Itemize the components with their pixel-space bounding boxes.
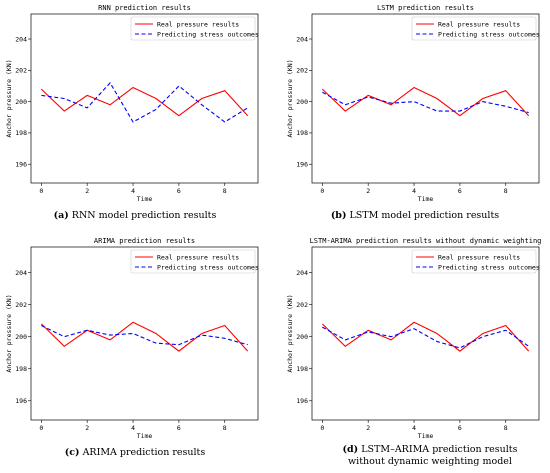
legend: Real pressure results Predicting stress o… bbox=[411, 249, 540, 274]
y-tick-label: 202 bbox=[296, 67, 308, 75]
chart-title: ARIMA prediction results bbox=[94, 237, 195, 245]
x-tick-label: 0 bbox=[39, 424, 43, 432]
x-tick-label: 0 bbox=[39, 187, 43, 195]
legend-label: Predicting stress outcomes bbox=[438, 263, 540, 271]
x-tick-label: 4 bbox=[131, 187, 135, 195]
y-tick-label: 204 bbox=[15, 269, 27, 277]
x-axis-label: Time bbox=[418, 432, 434, 440]
x-tick-label: 6 bbox=[458, 187, 462, 195]
y-tick-label: 200 bbox=[296, 333, 308, 341]
legend-label: Real pressure results bbox=[157, 253, 239, 261]
chart-title: LSTM prediction results bbox=[377, 4, 474, 12]
legend-label: Real pressure results bbox=[438, 20, 520, 28]
series-line-real bbox=[321, 321, 530, 352]
x-tick-label: 2 bbox=[85, 424, 89, 432]
y-tick-label: 202 bbox=[296, 301, 308, 309]
x-tick-label: 6 bbox=[177, 424, 181, 432]
x-axis-label: Time bbox=[137, 432, 153, 440]
y-tick-label: 204 bbox=[296, 269, 308, 277]
caption-d: (d) LSTM–ARIMA prediction results withou… bbox=[342, 444, 518, 467]
series-line-real bbox=[40, 86, 249, 117]
y-axis-label: Anchor pressure (KN) bbox=[5, 294, 13, 372]
y-tick-label: 202 bbox=[15, 301, 27, 309]
legend-label: Predicting stress outcomes bbox=[438, 30, 540, 38]
x-tick-label: 6 bbox=[177, 187, 181, 195]
legend-label: Predicting stress outcomes bbox=[157, 30, 259, 38]
x-axis-label: Time bbox=[418, 195, 434, 203]
y-tick-label: 198 bbox=[296, 129, 308, 137]
chart-svg: RNN prediction results 0 2 4 6 8 196 198 200 202 2… bbox=[5, 4, 259, 203]
plot-frame bbox=[30, 246, 259, 421]
y-tick-label: 204 bbox=[296, 35, 308, 43]
legend-label: Predicting stress outcomes bbox=[157, 263, 259, 271]
chart-svg: LSTM prediction results 0 2 4 6 8 196 198 200 202… bbox=[286, 4, 540, 203]
y-axis-label: Anchor pressure (KN) bbox=[286, 59, 294, 137]
legend-label: Real pressure results bbox=[438, 253, 520, 261]
y-axis-label: Anchor pressure (KN) bbox=[5, 59, 13, 137]
legend: Real pressure results Predicting stress o… bbox=[130, 249, 259, 274]
x-tick-label: 0 bbox=[320, 424, 324, 432]
x-tick-label: 2 bbox=[366, 187, 370, 195]
x-tick-label: 6 bbox=[458, 424, 462, 432]
y-tick-label: 196 bbox=[15, 161, 27, 169]
y-tick-label: 204 bbox=[15, 35, 27, 43]
y-tick-label: 200 bbox=[296, 98, 308, 106]
caption-a: (a) RNN model prediction results bbox=[53, 210, 217, 221]
chart-panel-arima: ARIMA prediction results 0 2 4 6 8 196 198 200 20… bbox=[0, 232, 270, 462]
series-line-predicted bbox=[322, 326, 529, 349]
legend: Real pressure results Predicting stress o… bbox=[130, 16, 259, 41]
x-tick-label: 4 bbox=[412, 187, 416, 195]
x-tick-label: 2 bbox=[85, 187, 89, 195]
x-tick-label: 8 bbox=[504, 187, 508, 195]
y-tick-label: 198 bbox=[15, 129, 27, 137]
x-tick-label: 2 bbox=[366, 424, 370, 432]
y-axis-label: Anchor pressure (KN) bbox=[286, 294, 294, 372]
y-tick-label: 200 bbox=[15, 333, 27, 341]
plot-frame bbox=[30, 13, 259, 184]
y-tick-label: 202 bbox=[15, 67, 27, 75]
x-tick-label: 0 bbox=[320, 187, 324, 195]
series-line-predicted bbox=[322, 91, 529, 114]
chart-panel-lstm: LSTM prediction results 0 2 4 6 8 196 198 200 202… bbox=[280, 0, 550, 230]
x-tick-label: 4 bbox=[131, 424, 135, 432]
chart-panel-rnn: RNN prediction results 0 2 4 6 8 196 198 200 202 2… bbox=[0, 0, 270, 230]
caption-b: (b) LSTM model prediction results bbox=[330, 210, 500, 221]
chart-panel-lstm-arima: LSTM-ARIMA prediction results without dy… bbox=[280, 232, 550, 462]
legend: Real pressure results Predicting stress o… bbox=[411, 16, 540, 41]
y-tick-label: 196 bbox=[296, 161, 308, 169]
series-line-real bbox=[40, 321, 249, 352]
chart-svg: LSTM-ARIMA prediction results without dy… bbox=[286, 237, 542, 440]
legend-label: Real pressure results bbox=[157, 20, 239, 28]
x-tick-label: 8 bbox=[223, 187, 227, 195]
caption-c: (c) ARIMA prediction results bbox=[64, 447, 206, 458]
x-tick-label: 4 bbox=[412, 424, 416, 432]
y-tick-label: 198 bbox=[296, 365, 308, 373]
series-line-real bbox=[321, 86, 530, 117]
chart-svg: ARIMA prediction results 0 2 4 6 8 196 198 200 20… bbox=[5, 237, 259, 440]
x-tick-label: 8 bbox=[504, 424, 508, 432]
y-tick-label: 196 bbox=[296, 397, 308, 405]
y-tick-label: 200 bbox=[15, 98, 27, 106]
chart-title: RNN prediction results bbox=[98, 4, 191, 12]
plot-frame bbox=[311, 13, 540, 184]
x-tick-label: 8 bbox=[223, 424, 227, 432]
chart-title: LSTM-ARIMA prediction results without dy… bbox=[310, 237, 542, 245]
y-tick-label: 196 bbox=[15, 397, 27, 405]
y-tick-label: 198 bbox=[15, 365, 27, 373]
plot-frame bbox=[311, 246, 540, 421]
series-line-predicted bbox=[41, 81, 248, 123]
x-axis-label: Time bbox=[137, 195, 153, 203]
